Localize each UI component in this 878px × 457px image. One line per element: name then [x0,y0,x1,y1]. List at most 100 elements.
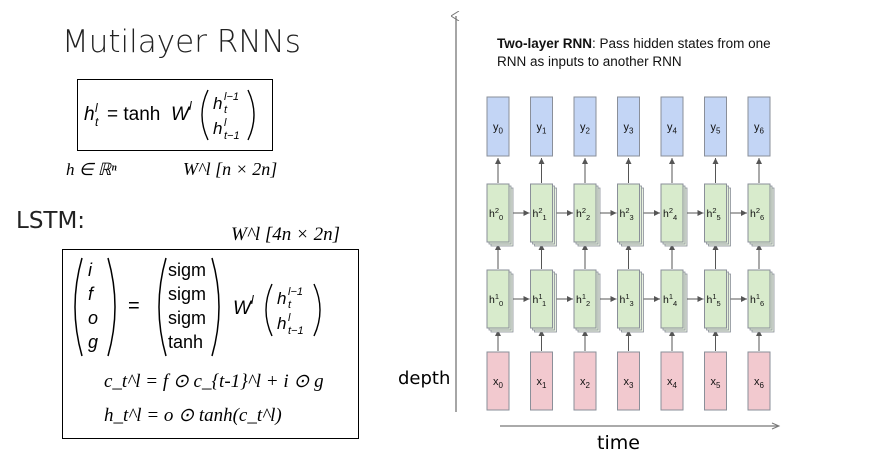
slide-title: Mutilayer RNNs [62,24,301,60]
hidden-label-h1-3: h13 [620,292,634,308]
act-sigm-2: sigm [168,284,206,304]
act-sigm-1: sigm [168,260,206,280]
hidden-label-h2-4: h24 [663,206,677,222]
h1-cell [747,269,771,329]
hidden-label-h1-6: h16 [750,292,764,308]
act-tanh: tanh [168,332,203,352]
cell-state-equation: c_t^l = f ⊙ c_{t-1}^l + i ⊙ g [104,371,324,392]
x-cell [530,351,553,411]
output-label-2: y2 [580,122,591,136]
hidden-label-h1-4: h14 [663,292,677,308]
output-label-4: y4 [667,122,678,136]
h1-cell [573,269,597,329]
act-sigm-3: sigm [168,308,206,328]
lstm-gate-matrix: i f o g = sigm sigm sigm tanh W l h l−1 … [74,257,321,357]
output-label-5: y5 [711,122,722,136]
hidden-state-equation: h_t^l = o ⊙ tanh(c_t^l) [104,405,282,426]
svg-text:h: h [277,314,286,333]
output-label-3: y3 [624,122,635,136]
time-label: time [597,432,640,454]
time-axis-arrow [771,422,781,430]
x-cell [704,351,727,411]
svg-text:h: h [277,289,286,308]
hidden-label-h2-0: h20 [489,206,503,222]
svg-text:l−1: l−1 [288,286,303,298]
y-cell [530,96,553,157]
x-cell [573,351,597,411]
svg-text:h: h [213,119,222,138]
svg-text:l: l [95,101,98,115]
svg-text:l−1: l−1 [224,91,239,103]
lstm-label: LSTM: [16,208,86,234]
input-label-3: x3 [624,376,635,390]
hidden-label-h1-1: h11 [533,292,547,308]
hidden-label-h2-6: h26 [750,206,764,222]
y-cell [704,96,727,157]
svg-text:=: = [128,295,140,317]
h2-cell [530,183,553,243]
diagram-caption: Two-layer RNN: Pass hidden states from o… [497,35,797,71]
hidden-label-h2-5: h25 [707,206,721,222]
y-cell [660,96,684,157]
input-label-0: x0 [493,376,504,390]
rnn-equation: h l t = tanh W l h l−1 t h l t−1 [84,89,255,142]
svg-text:l: l [288,312,291,324]
gate-f: f [88,284,95,304]
svg-text:t−1: t−1 [288,325,304,337]
caption-bold: Two-layer RNN [497,36,593,51]
input-label-6: x6 [754,376,765,390]
input-label-1: x1 [537,376,548,390]
svg-text:t: t [95,115,99,129]
y-cell [617,96,640,157]
svg-text:l: l [251,293,254,307]
x-cell [486,351,510,411]
hidden-label-h1-2: h12 [576,292,590,308]
svg-text:t: t [288,299,292,311]
svg-text:l: l [224,117,227,129]
gate-g: g [88,332,98,352]
svg-text:W: W [233,298,253,319]
hidden-label-h1-5: h15 [707,292,721,308]
h2-cell [660,183,684,243]
y-cell [747,96,771,157]
h1-cell [486,269,510,329]
lstm-weight-shape: W^l [4n × 2n] [231,224,340,245]
h1-cell [660,269,684,329]
svg-text:W: W [171,104,191,125]
rnn-equation-box [77,79,273,151]
output-label-6: y6 [754,122,765,136]
input-label-4: x4 [667,376,678,390]
h2-cell [704,183,727,243]
h1-cell [617,269,640,329]
hidden-domain: h ∈ ℝⁿ [66,160,117,179]
h1-cell [530,269,553,329]
hidden-label-h1-0: h10 [489,292,503,308]
y-cell [573,96,597,157]
hidden-label-h2-2: h22 [576,206,590,222]
output-label-0: y0 [493,122,504,136]
svg-text:= tanh: = tanh [107,104,160,125]
y-cell [486,96,510,157]
h2-cell [617,183,640,243]
lstm-equation-box [62,249,359,439]
rnn-weight-shape: W^l [n × 2n] [183,159,278,179]
svg-text:t: t [224,104,228,116]
gate-i: i [88,260,93,280]
x-cell [660,351,684,411]
two-layer-rnn-diagram: y0 h20 h10 x0 y1 h21 h11 x1 y2 h22 h12 x2 y3 h23 h13 x3… [440,0,781,430]
svg-text:h: h [213,94,222,113]
h2-cell [573,183,597,243]
depth-label: depth [398,368,451,389]
svg-text:h: h [84,104,95,125]
x-cell [617,351,640,411]
svg-text:t−1: t−1 [224,130,240,142]
output-label-1: y1 [537,122,548,136]
input-label-2: x2 [580,376,591,390]
h1-cell [704,269,727,329]
gate-o: o [88,308,98,328]
hidden-label-h2-3: h23 [620,206,634,222]
hidden-label-h2-1: h21 [533,206,547,222]
caption-text: : Pass hidden states from one RNN as inp… [497,36,771,69]
input-label-5: x5 [711,376,722,390]
h2-cell [747,183,771,243]
